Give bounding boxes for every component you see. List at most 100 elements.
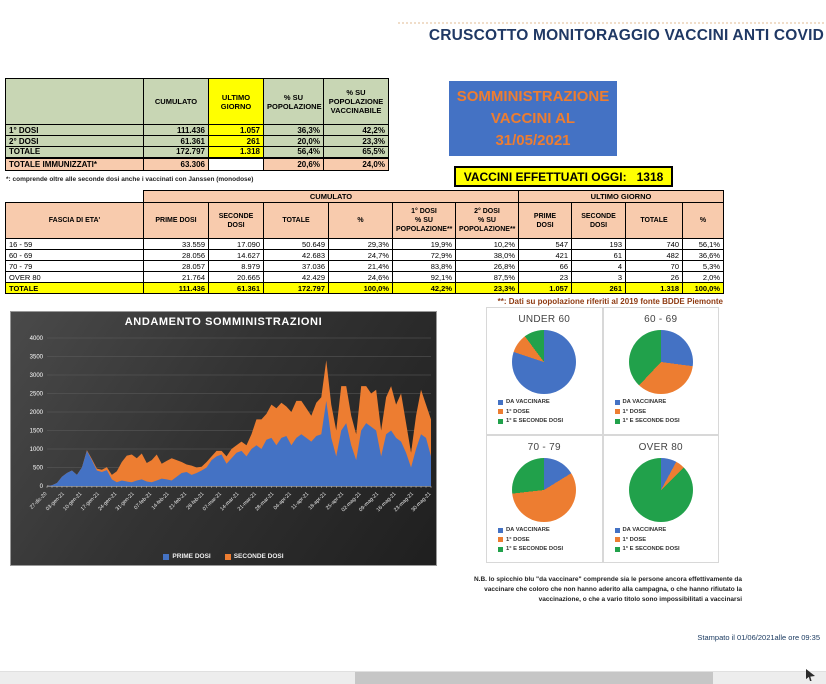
age-value: 740 [625, 238, 683, 250]
age-value: 547 [518, 238, 572, 250]
table-cell: 261 [208, 135, 264, 147]
pie-legend-item: DA VACCINARE [614, 527, 719, 533]
age-col-header: PRIME DOSI [143, 202, 209, 239]
total-value: 261 [571, 282, 626, 294]
age-value: 23 [518, 271, 572, 283]
series-prime-dosi [47, 400, 431, 486]
ghost-cell [5, 190, 144, 203]
pie-legend-item: 1° E SECONDE DOSI [498, 546, 602, 552]
legend-label: 1° E SECONDE DOSI [622, 418, 680, 424]
pie-60-69 [628, 330, 693, 394]
row-label: 1° DOSI [5, 124, 144, 136]
summary-col-header: % SU POPOLAZIONE VACCINABILE [323, 78, 389, 125]
legend-label: DA VACCINARE [622, 527, 667, 533]
age-col-header: 1° DOSI % SU POPOLAZIONE** [392, 202, 456, 239]
horizontal-scrollbar[interactable] [0, 671, 826, 684]
table-row: TOTALE 172.797 1.318 56,4% 65,5% [5, 146, 389, 158]
legend-swatch [614, 418, 620, 424]
legend-item-prime-dosi: PRIME DOSI [163, 553, 211, 560]
svg-text:18-apr-21: 18-apr-21 [308, 491, 328, 511]
pie-legend: DA VACCINARE 1° DOSE 1° E SECONDE DOSI [614, 527, 719, 552]
age-value: 21,4% [328, 260, 393, 272]
age-value: 482 [625, 249, 683, 261]
legend-swatch [498, 399, 503, 405]
total-value: 100,0% [681, 282, 725, 294]
age-col-header: SECONDE DOSI [208, 202, 264, 239]
legend-swatch [163, 553, 170, 560]
row-label: TOTALE [5, 146, 144, 158]
svg-text:28-mar-21: 28-mar-21 [254, 491, 275, 512]
table-cell: 42,2% [323, 124, 389, 136]
age-value: 4 [571, 260, 626, 272]
table-cell: 61.361 [143, 135, 209, 147]
age-value: 38,0% [455, 249, 519, 261]
legend-swatch [498, 537, 503, 542]
pie-legend-item: 1° DOSE [614, 536, 719, 543]
legend-swatch [224, 553, 231, 560]
age-value: 10,2% [455, 238, 519, 250]
scrollbar-thumb[interactable] [355, 672, 713, 684]
summary-col-header [5, 78, 144, 125]
vaccini-oggi-box: VACCINI EFFETTUATI OGGI: 1318 [454, 166, 673, 187]
age-label: 60 - 69 [5, 249, 144, 261]
age-value: 19,9% [392, 238, 456, 250]
legend-label: DA VACCINARE [506, 527, 550, 533]
age-value: 20.665 [208, 271, 264, 283]
table-row: 60 - 69 28.056 14.627 42.683 24,7% 72,9% 38,0%… [5, 249, 725, 261]
summary-col-header: % SU POPOLAZIONE [263, 78, 324, 125]
chart-legend: PRIME DOSI SECONDE DOSI [11, 553, 436, 560]
table-row: 2° DOSI 61.361 261 20,0% 23,3% [5, 135, 389, 147]
age-value: 42.683 [263, 249, 329, 261]
pie-title: OVER 80 [638, 442, 683, 453]
total-value: 100,0% [328, 282, 393, 294]
age-value: 8.979 [208, 260, 264, 272]
table-cell: 36,3% [263, 124, 324, 136]
svg-text:31-gen-21: 31-gen-21 [115, 491, 136, 512]
table-cell: 20,6% [263, 156, 324, 171]
age-value: 66 [518, 260, 572, 272]
legend-label: 1° E SECONDE DOSI [506, 546, 564, 552]
total-value: 61.361 [208, 282, 264, 294]
total-value: 172.797 [263, 282, 329, 294]
mouse-cursor [806, 669, 815, 681]
pie-legend-item: DA VACCINARE [498, 527, 602, 533]
legend-swatch [614, 537, 620, 542]
legend-label: 1° DOSE [622, 536, 647, 543]
legend-label: PRIME DOSI [172, 553, 211, 560]
legend-label: 1° E SECONDE DOSI [506, 418, 564, 424]
legend-label: 1° E SECONDE DOSI [622, 546, 680, 552]
age-value: 70 [625, 260, 683, 272]
pie-legend: DA VACCINARE 1° DOSE 1° E SECONDE DOSI [498, 527, 602, 552]
age-col-header: TOTALE [263, 202, 329, 239]
svg-text:3500: 3500 [30, 355, 44, 361]
pie-legend: DA VACCINARE 1° DOSE 1° E SECONDE DOSI [498, 399, 602, 424]
age-value: 24,6% [328, 271, 393, 283]
legend-swatch [614, 399, 620, 405]
age-table: CUMULATO ULTIMO GIORNO FASCIA DI ETA' PRIME… [5, 190, 725, 294]
age-col-header: PRIME DOSI [518, 202, 572, 239]
pie-panel: UNDER 60 DA VACCINARE 1° DOSE 1° E SECONDE … [486, 307, 719, 563]
pie-title: 60 - 69 [644, 314, 678, 325]
vaccini-oggi-value: 1318 [636, 169, 664, 184]
age-value: 61 [571, 249, 626, 261]
table-cell: 56,4% [263, 146, 324, 158]
svg-text:04-apr-21: 04-apr-21 [273, 491, 293, 511]
age-value: 5,3% [681, 260, 725, 272]
table-row-immunized: TOTALE IMMUNIZZATI* 63.306 20,6% 24,0% [5, 156, 389, 171]
table-cell: 1.318 [208, 146, 264, 158]
row-label: TOTALE IMMUNIZZATI* [5, 156, 144, 171]
age-value: 28.057 [143, 260, 209, 272]
age-col-header: % [681, 202, 725, 239]
age-value: 28.056 [143, 249, 209, 261]
table-cell: 172.797 [143, 146, 209, 158]
total-value: 42,2% [392, 282, 456, 294]
age-value: 83,8% [392, 260, 456, 272]
age-label: 16 - 59 [5, 238, 144, 250]
table-row: 16 - 59 33.559 17.090 50.649 29,3% 19,9% 10,2%… [5, 238, 725, 250]
legend-label: DA VACCINARE [506, 399, 550, 405]
table-row: OVER 80 21.764 20.665 42.429 24,6% 92,1% 87,5%… [5, 271, 725, 283]
info-line-3: 31/05/2021 [495, 131, 571, 149]
group-header-ultimo-giorno: ULTIMO GIORNO [517, 190, 725, 203]
age-value: 2,0% [681, 271, 725, 283]
age-col-header: 2° DOSI % SU POPOLAZIONE** [455, 202, 519, 239]
